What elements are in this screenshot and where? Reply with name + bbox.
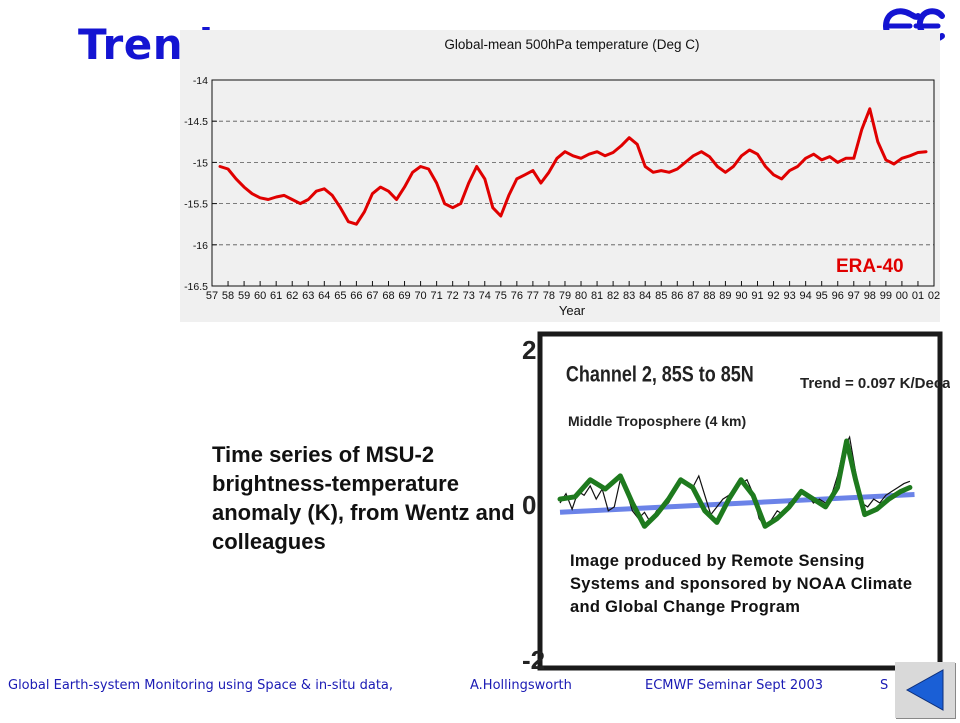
y-tick-label: -14 bbox=[193, 75, 208, 87]
image-credit: Image produced by Remote Sensing Systems… bbox=[570, 552, 913, 616]
x-tick-label: 70 bbox=[414, 290, 426, 302]
x-tick-label: 58 bbox=[222, 290, 234, 302]
x-tick-label: 78 bbox=[543, 290, 555, 302]
x-tick-label: 90 bbox=[735, 290, 747, 302]
x-tick-label: 57 bbox=[206, 290, 218, 302]
chart-title: Global-mean 500hPa temperature (Deg C) bbox=[444, 37, 699, 52]
msu-chart-subtitle: Middle Troposphere (4 km) bbox=[568, 413, 746, 429]
era40-label: ERA-40 bbox=[836, 256, 904, 277]
footer-author: A.Hollingsworth bbox=[470, 678, 572, 693]
y-tick-label: -16 bbox=[193, 240, 208, 252]
x-tick-label: 92 bbox=[767, 290, 779, 302]
trend-annotation: Trend = 0.097 K/Decade bbox=[800, 375, 950, 392]
x-tick-label: 65 bbox=[334, 290, 346, 302]
x-tick-label: 66 bbox=[350, 290, 362, 302]
plot-frame bbox=[211, 79, 935, 287]
footer-slide-number: S bbox=[880, 678, 889, 693]
smoothed-anomaly-line bbox=[557, 438, 913, 529]
x-tick-label: 72 bbox=[447, 290, 459, 302]
era40-temperature-chart: Global-mean 500hPa temperature (Deg C) -… bbox=[180, 30, 940, 322]
y-tick-label: -15 bbox=[193, 157, 208, 169]
x-tick-label: 59 bbox=[238, 290, 250, 302]
footer-title: Global Earth-system Monitoring using Spa… bbox=[8, 678, 394, 693]
x-tick-label: 88 bbox=[703, 290, 715, 302]
msu2-anomaly-chart: 2 0 -2 Channel 2, 85S to 85N Middle Tropos… bbox=[522, 331, 950, 672]
x-tick-label: 75 bbox=[495, 290, 507, 302]
y-tick-label: 0 bbox=[522, 490, 536, 520]
msu-chart-title: Channel 2, 85S to 85N bbox=[566, 363, 754, 387]
x-tick-label: 89 bbox=[719, 290, 731, 302]
x-tick-label: 95 bbox=[816, 290, 828, 302]
x-tick-label: 79 bbox=[559, 290, 571, 302]
x-tick-label: 68 bbox=[382, 290, 394, 302]
y-tick-label: -2 bbox=[522, 645, 545, 672]
x-tick-label: 98 bbox=[864, 290, 876, 302]
x-axis-label: Year bbox=[559, 303, 586, 318]
x-tick-label: 96 bbox=[832, 290, 844, 302]
y-tick-label: 2 bbox=[522, 335, 536, 365]
x-tick-label: 69 bbox=[398, 290, 410, 302]
x-tick-label: 63 bbox=[302, 290, 314, 302]
x-tick-label: 02 bbox=[928, 290, 940, 302]
x-tick-label: 83 bbox=[623, 290, 635, 302]
x-tick-label: 76 bbox=[511, 290, 523, 302]
x-tick-label: 82 bbox=[607, 290, 619, 302]
x-tick-label: 87 bbox=[687, 290, 699, 302]
x-tick-label: 60 bbox=[254, 290, 266, 302]
previous-slide-triangle-icon bbox=[905, 669, 944, 711]
y-tick-label: -15.5 bbox=[184, 199, 208, 211]
x-tick-label: 74 bbox=[479, 290, 491, 302]
x-tick-label: 73 bbox=[463, 290, 475, 302]
trend-line bbox=[559, 492, 915, 515]
x-tick-label: 99 bbox=[880, 290, 892, 302]
x-tick-label: 71 bbox=[430, 290, 442, 302]
x-tick-label: 77 bbox=[527, 290, 539, 302]
x-tick-label: 93 bbox=[783, 290, 795, 302]
y-tick-label: -14.5 bbox=[184, 116, 208, 128]
x-tick-label: 01 bbox=[912, 290, 924, 302]
x-tick-label: 67 bbox=[366, 290, 378, 302]
x-tick-label: 80 bbox=[575, 290, 587, 302]
x-tick-label: 86 bbox=[671, 290, 683, 302]
temperature-series-line bbox=[218, 107, 928, 226]
x-tick-label: 62 bbox=[286, 290, 298, 302]
chart-panel-background bbox=[180, 30, 940, 322]
x-tick-label: 84 bbox=[639, 290, 651, 302]
msu-caption: Time series of MSU-2 brightness-temperat… bbox=[212, 442, 515, 554]
x-tick-label: 91 bbox=[751, 290, 763, 302]
x-tick-label: 94 bbox=[800, 290, 812, 302]
x-tick-label: 97 bbox=[848, 290, 860, 302]
x-tick-label: 00 bbox=[896, 290, 908, 302]
previous-slide-button[interactable] bbox=[895, 662, 955, 718]
x-tick-label: 64 bbox=[318, 290, 330, 302]
x-tick-label: 81 bbox=[591, 290, 603, 302]
x-tick-label: 85 bbox=[655, 290, 667, 302]
y-tick-label: -16.5 bbox=[184, 281, 208, 293]
footer-seminar: ECMWF Seminar Sept 2003 bbox=[645, 678, 823, 693]
x-tick-label: 61 bbox=[270, 290, 282, 302]
